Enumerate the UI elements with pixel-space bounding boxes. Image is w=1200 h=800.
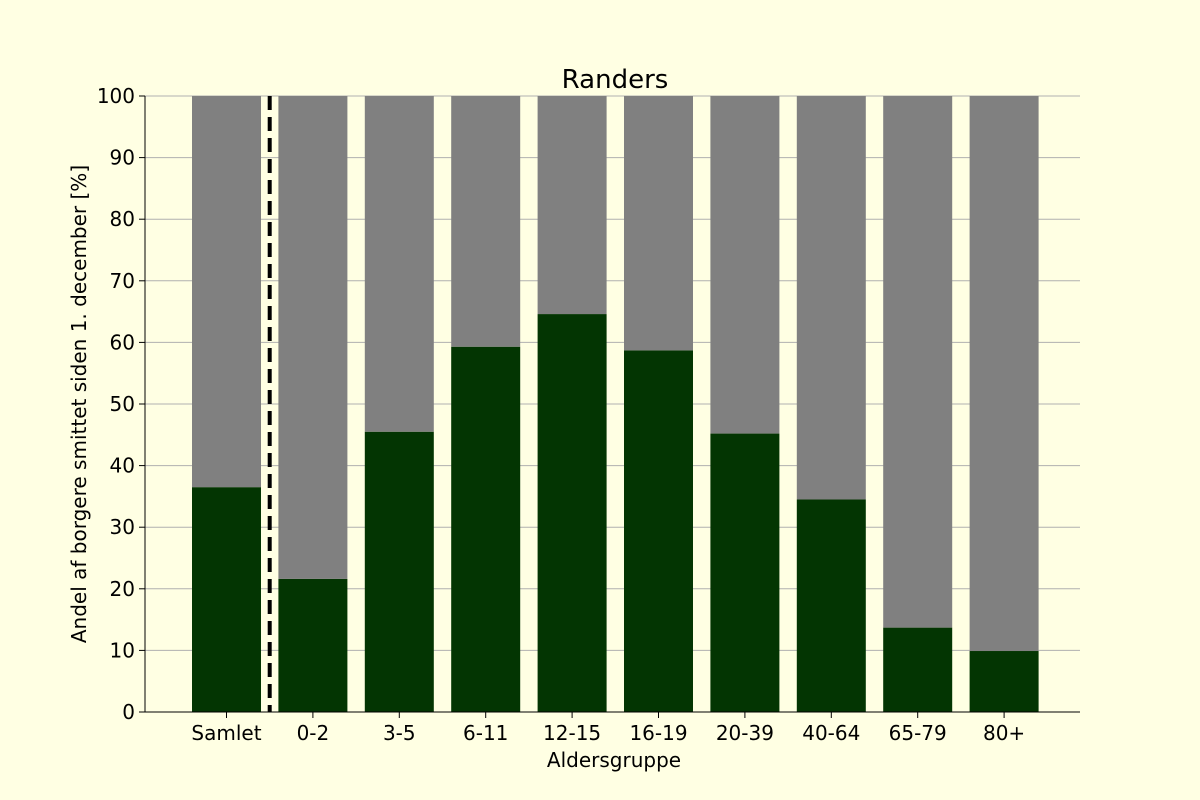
bar-65-79-series-0 <box>883 627 953 712</box>
bar-40-64-series-0 <box>796 499 866 712</box>
bar-65-79-series-1 <box>883 96 953 628</box>
y-tick-label: 30 <box>110 515 135 539</box>
bar-16-19-series-1 <box>624 96 693 351</box>
bar-20-39-series-1 <box>710 96 780 434</box>
x-tick-labels: Samlet 0-2 3-5 6-11 12-15 16-19 20-39 40-64 65-7… <box>191 712 1025 745</box>
bar-12-15-series-1 <box>537 96 607 315</box>
y-tick-label: 80 <box>110 207 135 231</box>
bar-6-11-series-0 <box>451 346 521 712</box>
bar-3-5-series-1 <box>364 96 434 432</box>
y-tick-label: 70 <box>110 269 135 293</box>
y-axis-label: Andel af borgere smittet siden 1. decemb… <box>67 165 91 643</box>
bar-0-2-series-0 <box>278 578 348 712</box>
x-tick-label: 12-15 <box>543 721 601 745</box>
x-tick-label: 16-19 <box>629 721 687 745</box>
y-tick-label: 50 <box>110 392 135 416</box>
chart-title: Randers <box>562 65 669 95</box>
bars <box>192 96 1039 712</box>
x-tick-label: 3-5 <box>383 721 416 745</box>
x-tick-label: 20-39 <box>716 721 774 745</box>
y-tick-label: 20 <box>110 577 135 601</box>
x-tick-label: 80+ <box>983 721 1025 745</box>
bar-20-39-series-0 <box>710 433 780 712</box>
bar-Samlet-series-0 <box>192 487 261 712</box>
bar-Samlet-series-1 <box>192 96 261 488</box>
bar-80+-series-0 <box>969 651 1039 712</box>
bar-16-19-series-0 <box>624 350 693 712</box>
bar-0-2-series-1 <box>278 96 348 579</box>
x-tick-label: Samlet <box>191 721 261 745</box>
y-tick-labels: 0 10 20 30 40 50 60 70 80 90 100 <box>97 84 145 724</box>
bar-12-15-series-0 <box>537 314 607 712</box>
y-tick-label: 40 <box>110 454 135 478</box>
y-tick-label: 60 <box>110 330 135 354</box>
y-tick-label: 0 <box>122 700 135 724</box>
y-tick-label: 90 <box>110 146 135 170</box>
x-tick-label: 0-2 <box>297 721 330 745</box>
x-axis-label: Aldersgruppe <box>547 748 681 772</box>
y-tick-label: 10 <box>110 638 135 662</box>
bar-40-64-series-1 <box>796 96 866 500</box>
bar-3-5-series-0 <box>364 431 434 712</box>
y-tick-label: 100 <box>97 84 135 108</box>
x-tick-label: 65-79 <box>889 721 947 745</box>
bar-80+-series-1 <box>969 96 1039 652</box>
bar-6-11-series-1 <box>451 96 521 347</box>
x-tick-label: 40-64 <box>802 721 860 745</box>
x-tick-label: 6-11 <box>463 721 508 745</box>
